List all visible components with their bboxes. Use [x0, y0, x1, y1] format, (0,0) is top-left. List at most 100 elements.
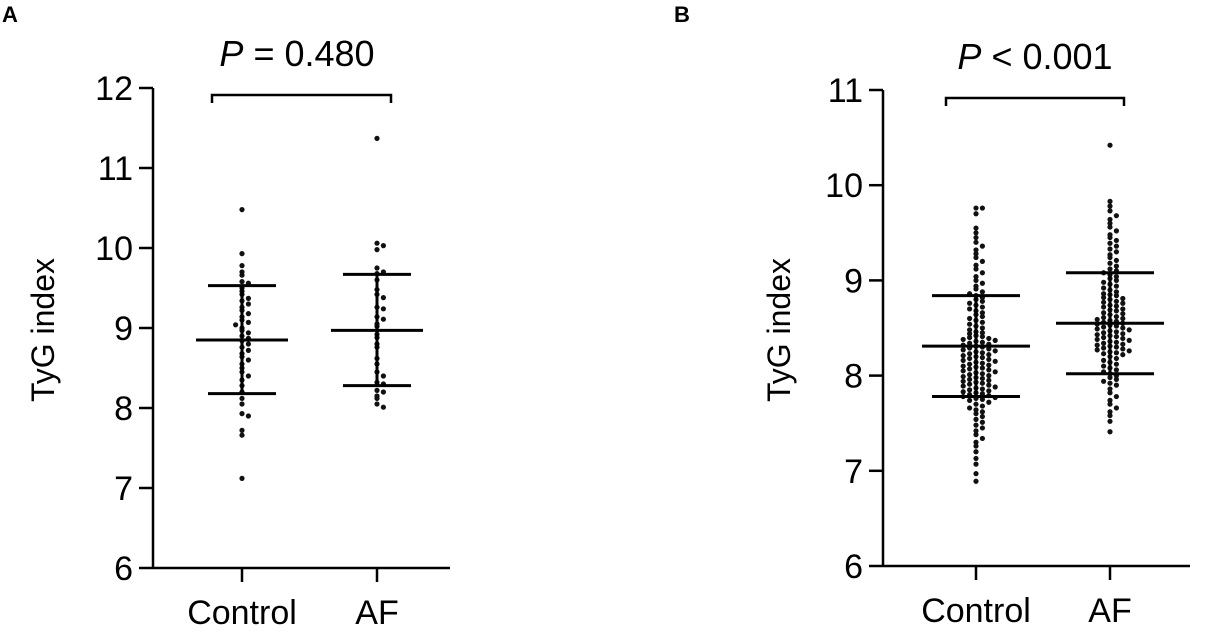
data-point: [986, 335, 992, 342]
data-point: [374, 395, 380, 401]
data-point: [979, 391, 986, 397]
data-point: [1113, 313, 1119, 320]
data-point: [1107, 380, 1113, 386]
data-point: [960, 336, 966, 343]
data-point: [1107, 374, 1113, 381]
data-point: [973, 286, 979, 292]
data-point: [1094, 342, 1100, 348]
data-point: [374, 247, 380, 253]
data-point: [979, 205, 986, 211]
data-point: [979, 386, 986, 392]
data-point: [973, 266, 979, 272]
data-point: [239, 401, 245, 407]
significance-bracket: [944, 96, 1126, 106]
data-point: [1107, 390, 1113, 396]
data-point: [1107, 246, 1113, 252]
y-axis-label: TyG index: [761, 258, 797, 402]
data-point: [1107, 254, 1113, 261]
data-point: [245, 373, 251, 379]
data-point: [986, 388, 992, 394]
data-point: [1113, 263, 1119, 269]
data-point: [979, 425, 986, 431]
data-point: [1107, 142, 1113, 148]
y-tick-label: 11: [828, 72, 863, 110]
data-point: [960, 383, 966, 389]
data-point: [1094, 332, 1100, 338]
data-point: [245, 295, 251, 301]
data-point: [1101, 330, 1107, 336]
data-point: [1094, 316, 1100, 323]
data-point: [967, 381, 973, 387]
data-point: [979, 339, 986, 345]
data-point: [986, 346, 992, 352]
data-point: [967, 334, 973, 341]
data-point: [967, 397, 973, 403]
data-point: [1120, 335, 1126, 342]
data-point: [1101, 378, 1107, 384]
p-value: = 0.480: [243, 33, 374, 74]
data-point: [245, 301, 251, 307]
data-point: [1120, 315, 1126, 322]
data-point: [374, 401, 380, 407]
y-axis-label: TyG index: [25, 258, 61, 402]
data-point: [1113, 298, 1119, 304]
y-tick-label: 8: [844, 358, 863, 396]
data-point: [967, 321, 973, 327]
data-point: [1101, 291, 1107, 297]
data-point: [1113, 339, 1119, 345]
p-value-label: P = 0.480: [219, 33, 374, 74]
data-point: [1126, 327, 1132, 333]
data-point: [1113, 361, 1119, 367]
data-point: [1120, 341, 1126, 347]
data-point: [1126, 348, 1132, 354]
data-point: [979, 403, 986, 409]
data-point: [1101, 334, 1107, 341]
data-point: [1120, 346, 1126, 352]
data-point: [1101, 345, 1107, 351]
data-point: [1113, 273, 1119, 280]
data-point: [1113, 329, 1119, 335]
data-point: [1101, 314, 1107, 321]
p-value: < 0.001: [981, 36, 1112, 77]
data-point: [960, 368, 966, 374]
data-point: [1120, 295, 1126, 302]
data-point: [979, 435, 986, 442]
data-point: [973, 439, 979, 445]
data-point: [374, 387, 380, 393]
data-point: [1113, 323, 1119, 329]
data-point: [239, 432, 245, 438]
data-point: [1113, 303, 1119, 309]
data-point: [1113, 405, 1119, 411]
data-point: [380, 404, 386, 410]
data-point: [239, 395, 245, 401]
data-point: [245, 330, 251, 336]
data-point: [973, 234, 979, 241]
data-point: [992, 384, 998, 390]
data-point: [380, 389, 386, 395]
data-point: [973, 251, 979, 257]
data-point: [239, 272, 245, 278]
data-point: [1101, 363, 1107, 369]
data-point: [973, 225, 979, 231]
data-point: [380, 306, 386, 312]
data-point: [967, 351, 973, 357]
x-tick-label: Control: [187, 594, 297, 631]
data-point: [1101, 324, 1107, 330]
panel-letter: A: [2, 2, 18, 27]
data-point: [1120, 325, 1126, 331]
data-point: [1094, 326, 1100, 332]
data-point: [960, 353, 966, 359]
y-tick-label: 9: [114, 310, 133, 348]
data-point: [239, 475, 245, 481]
data-point: [380, 373, 386, 379]
data-point: [992, 348, 998, 354]
data-point: [973, 471, 979, 477]
p-symbol: P: [219, 33, 243, 74]
data-point: [1113, 249, 1119, 255]
data-point: [1113, 333, 1119, 340]
data-point: [973, 211, 979, 217]
data-point: [960, 373, 966, 380]
data-point: [973, 443, 979, 449]
data-point: [239, 411, 245, 417]
